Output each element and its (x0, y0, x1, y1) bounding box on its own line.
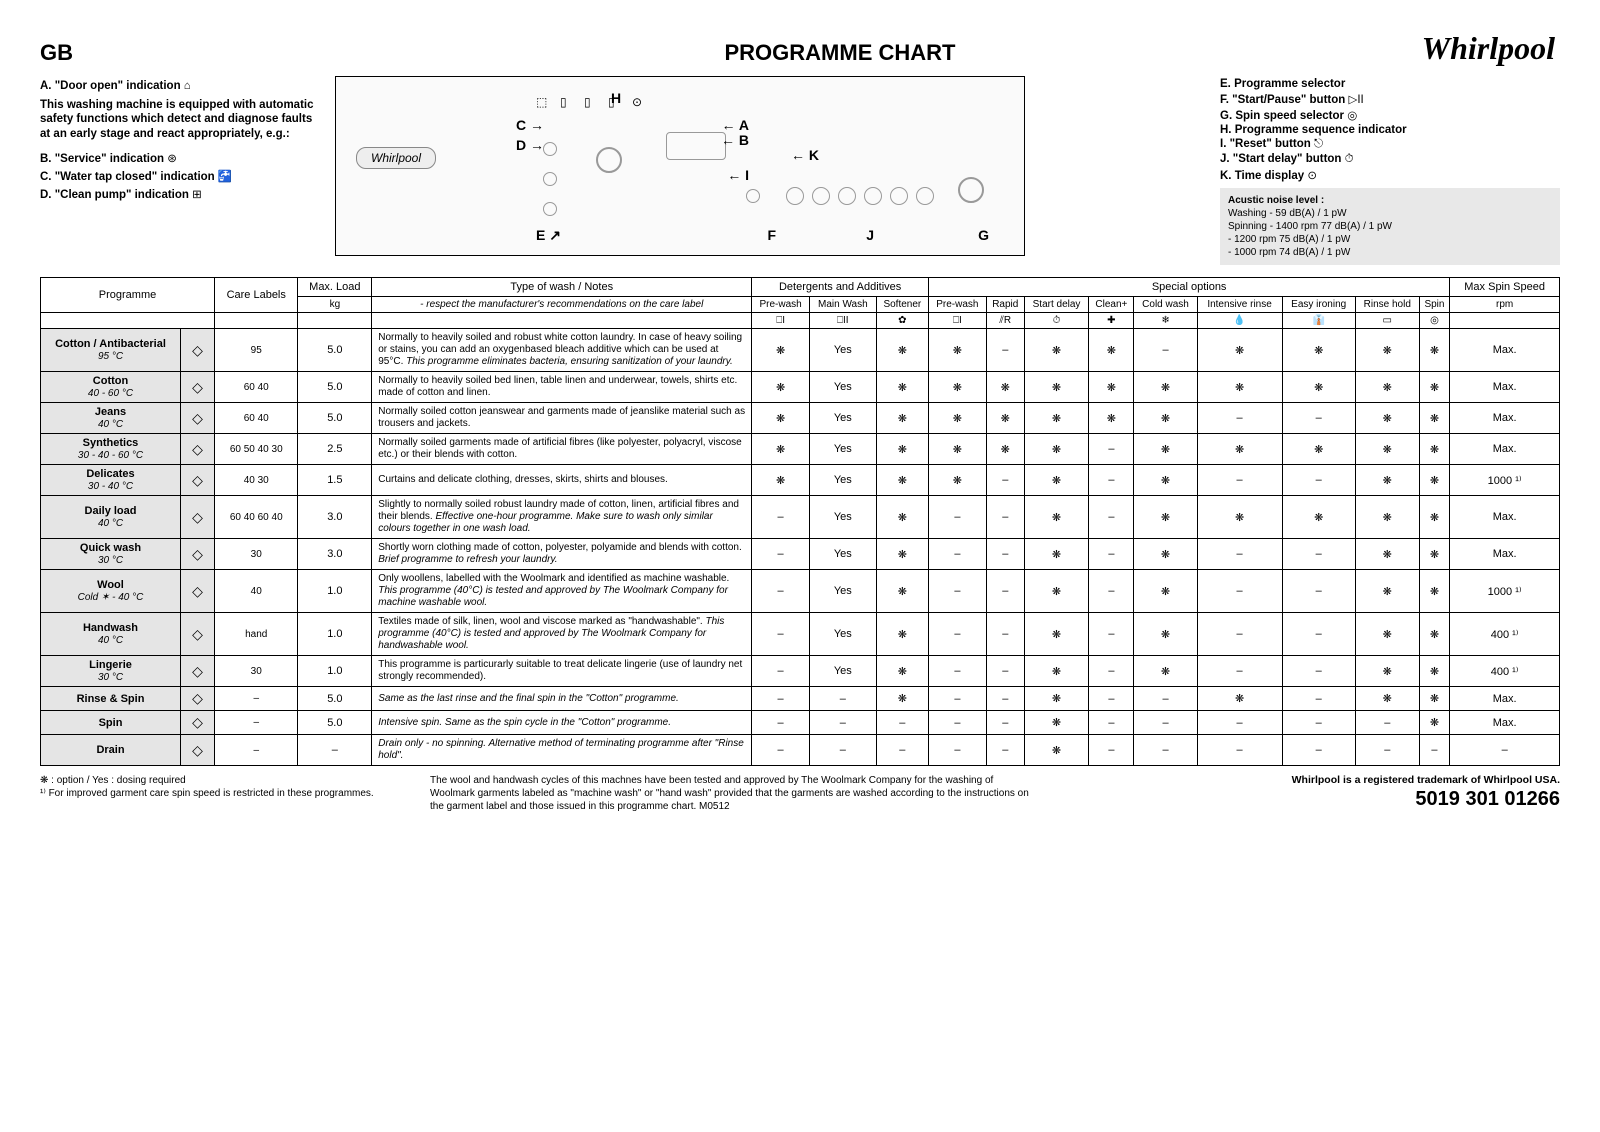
panel-brand: Whirlpool (356, 147, 436, 169)
control-panel-diagram: Whirlpool ⬚▯▯▯⊙ C → D → E ↗ ← A ← B ← K … (335, 76, 1025, 256)
left-indications: A. "Door open" indication ⌂ This washing… (40, 76, 320, 265)
th-programme: Programme (41, 278, 215, 313)
region-label: GB (40, 20, 320, 66)
table-row: Rinse & Spin◇–5.0Same as the last rinse … (41, 687, 1560, 711)
table-row: Handwash40 °C◇hand1.0Textiles made of si… (41, 613, 1560, 656)
th-maxload: Max. Load (298, 278, 372, 297)
table-row: Drain◇––Drain only - no spinning. Altern… (41, 735, 1560, 766)
brand-logo: Whirlpool (1422, 30, 1555, 67)
table-row: Cotton40 - 60 °C◇60 405.0Normally to hea… (41, 372, 1560, 403)
footnote-woolmark: The wool and handwash cycles of this mac… (430, 774, 1030, 813)
document-number: 5019 301 01266 (1292, 788, 1560, 811)
header-row: GB PROGRAMME CHART (40, 20, 1560, 66)
page-title: PROGRAMME CHART (320, 20, 1560, 66)
footer: ❋ : option / Yes : dosing required ¹⁾ Fo… (40, 774, 1560, 813)
table-row: Synthetics30 - 40 - 60 °C◇60 50 40 302.5… (41, 434, 1560, 465)
programme-table: Programme Care Labels Max. Load Type of … (40, 277, 1560, 766)
table-row: Quick wash30 °C◇303.0Shortly worn clothi… (41, 539, 1560, 570)
right-indications: E. Programme selector F. "Start/Pause" b… (1220, 76, 1560, 265)
th-care: Care Labels (215, 278, 298, 313)
table-row: Cotton / Antibacterial95 °C◇955.0Normall… (41, 329, 1560, 372)
th-special: Special options (929, 278, 1450, 297)
table-row: WoolCold ✶ - 40 °C◇401.0Only woollens, l… (41, 570, 1560, 613)
th-detergents: Detergents and Additives (752, 278, 929, 297)
table-row: Spin◇–5.0Intensive spin. Same as the spi… (41, 711, 1560, 735)
footnote-legend: ❋ : option / Yes : dosing required ¹⁾ Fo… (40, 774, 390, 813)
table-row: Jeans40 °C◇60 405.0Normally soiled cotto… (41, 403, 1560, 434)
table-row: Lingerie30 °C◇301.0This programme is par… (41, 656, 1560, 687)
th-maxspin: Max Spin Speed (1450, 278, 1560, 297)
acoustic-panel: Acustic noise level : Washing - 59 dB(A)… (1220, 188, 1560, 265)
top-section: A. "Door open" indication ⌂ This washing… (40, 76, 1560, 265)
trademark: Whirlpool is a registered trademark of W… (1292, 774, 1560, 786)
safety-note: This washing machine is equipped with au… (40, 98, 320, 141)
table-row: Daily load40 °C◇60 40 60 403.0Slightly t… (41, 496, 1560, 539)
table-row: Delicates30 - 40 °C◇40 301.5Curtains and… (41, 465, 1560, 496)
th-type: Type of wash / Notes (372, 278, 752, 297)
